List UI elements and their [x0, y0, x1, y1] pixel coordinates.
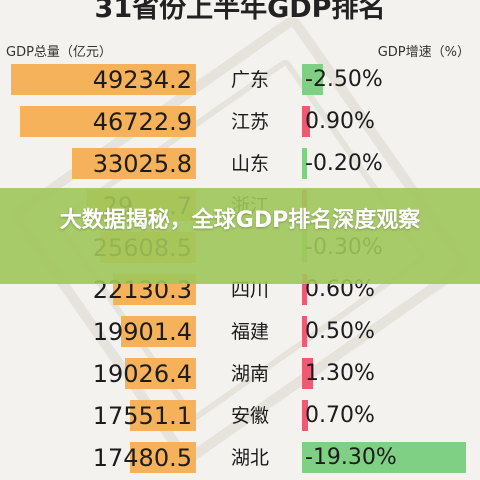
- gdp-bar: [20, 106, 196, 137]
- gdp-bar: [72, 148, 196, 179]
- table-row: 19026.4 湖南 1.30%: [0, 354, 480, 396]
- growth-bar: [302, 64, 323, 95]
- growth-bar: [302, 358, 313, 389]
- growth-value-label: 0.50%: [305, 319, 375, 344]
- gdp-value-label: 17551.1: [92, 402, 192, 430]
- province-label: 江苏: [230, 111, 269, 133]
- growth-value-label: -2.50%: [305, 67, 383, 92]
- table-row: 17551.1 安徽 0.70%: [0, 396, 480, 438]
- growth-bar: [302, 274, 307, 305]
- growth-value-label: 0.90%: [305, 109, 375, 134]
- table-row: 19901.4 福建 0.50%: [0, 312, 480, 354]
- gdp-value-label: 19901.4: [92, 318, 192, 346]
- growth-bar: [302, 400, 308, 431]
- gdp-bar: [125, 358, 196, 389]
- table-row: 46722.9 江苏 0.90%: [0, 102, 480, 144]
- table-row: 49234.2 广东 -2.50%: [0, 60, 480, 102]
- province-label: 湖南: [230, 363, 269, 385]
- province-label: 福建: [230, 321, 269, 343]
- gdp-value-label: 46722.9: [92, 108, 192, 136]
- headline-text: 大数据揭秘，全球GDP排名深度观察: [59, 208, 421, 233]
- gdp-value-label: 19026.4: [92, 360, 192, 388]
- province-label: 山东: [230, 153, 269, 175]
- table-row: 33025.8 山东 -0.20%: [0, 144, 480, 186]
- growth-bar: [302, 148, 307, 179]
- province-label: 四川: [230, 279, 269, 301]
- gdp-bar: [130, 442, 196, 473]
- growth-header: GDP增速（%）: [377, 45, 470, 60]
- province-label: 安徽: [230, 405, 269, 427]
- growth-value-label: -19.30%: [305, 445, 397, 470]
- growth-bar: [302, 106, 310, 137]
- growth-value-label: 1.30%: [305, 361, 375, 386]
- growth-bar: [302, 442, 466, 473]
- gdp-header: GDP总量（亿元）: [6, 45, 112, 60]
- province-label: 湖北: [230, 447, 269, 469]
- province-label: 广东: [230, 69, 269, 91]
- gdp-bar: [11, 64, 196, 95]
- gdp-value-label: 33025.8: [92, 150, 192, 178]
- gdp-bar: [121, 316, 196, 347]
- growth-bar: [302, 316, 307, 347]
- gdp-value-label: 17480.5: [92, 444, 192, 472]
- gdp-bar: [130, 400, 196, 431]
- table-row: 17480.5 湖北 -19.30%: [0, 438, 480, 480]
- growth-value-label: 0.70%: [305, 403, 375, 428]
- growth-value-label: -0.20%: [305, 151, 383, 176]
- chart-title: 31省份上半年GDP排名: [94, 0, 386, 24]
- headline-banner: [0, 188, 480, 284]
- gdp-value-label: 49234.2: [92, 66, 192, 94]
